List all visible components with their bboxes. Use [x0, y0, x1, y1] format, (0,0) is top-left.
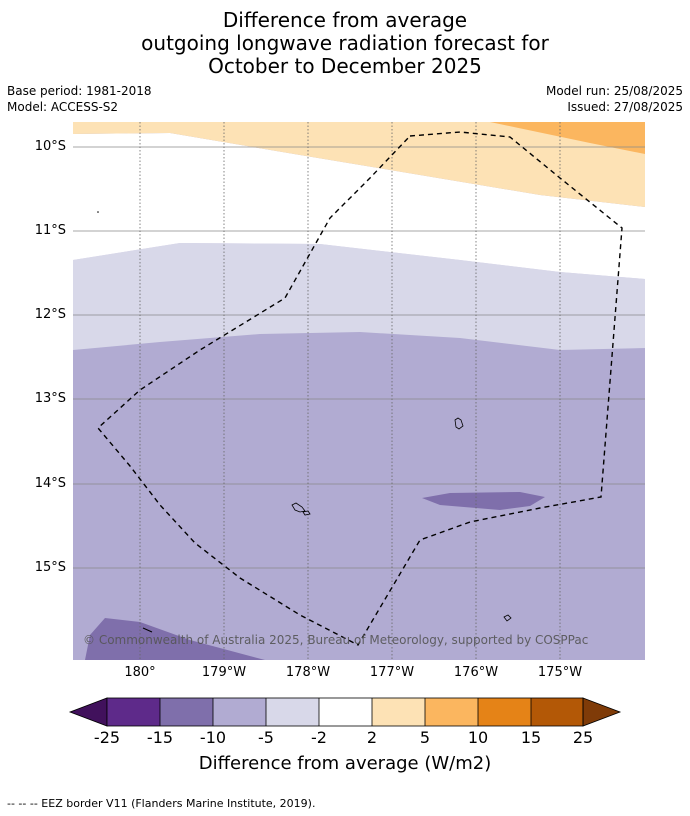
- coast-fragment: [142, 627, 153, 633]
- lon-label-179w: 179°W: [201, 665, 247, 680]
- lat-label-15s: 15°S: [34, 560, 66, 575]
- lat-label-12s: 12°S: [34, 307, 66, 322]
- lon-label-180: 180°: [124, 665, 156, 680]
- colorbar-label: 25: [572, 728, 594, 747]
- colorbar-extend-max: [582, 697, 622, 727]
- colorbar-label: 10: [467, 728, 489, 747]
- eez-border: [97, 131, 623, 646]
- colorbar-segment: [213, 698, 266, 726]
- lightest-purple-region: [73, 243, 645, 350]
- lat-label-10s: 10°S: [34, 139, 66, 154]
- colorbar-segment: [425, 698, 478, 726]
- model-run-text: Model run: 25/08/2025: [545, 84, 683, 98]
- mid-purple-patch: [422, 492, 545, 510]
- colorbar-label: -5: [258, 728, 274, 747]
- colorbar-segment: [531, 698, 583, 726]
- neutral-region: [73, 133, 645, 279]
- orange-region: [490, 122, 645, 154]
- copyright-notice: © Commonwealth of Australia 2025, Bureau…: [83, 633, 589, 647]
- title-line-2: outgoing longwave radiation forecast for: [141, 31, 549, 55]
- island-dot: [97, 211, 99, 213]
- lat-label-14s: 14°S: [34, 476, 66, 491]
- lon-label-178w: 178°W: [285, 665, 331, 680]
- map-area: [73, 122, 645, 660]
- longitude-gridlines: [139, 122, 561, 660]
- island-outline: [291, 502, 306, 513]
- colorbar-segment: [319, 698, 372, 726]
- colorbar-label: -15: [146, 728, 174, 747]
- colorbar-label: 5: [419, 728, 431, 747]
- colorbar-segment: [266, 698, 319, 726]
- colorbar-segment: [372, 698, 425, 726]
- island-outline: [454, 417, 464, 430]
- colorbar: [68, 697, 622, 727]
- colorbar-segment: [107, 698, 160, 726]
- title-line-1: Difference from average: [222, 8, 468, 32]
- colorbar-segment: [160, 698, 213, 726]
- lon-label-176w: 176°W: [453, 665, 499, 680]
- colorbar-label: 15: [520, 728, 542, 747]
- eez-footnote: -- -- -- EEZ border V11 (Flanders Marine…: [7, 797, 316, 810]
- colorbar-title: Difference from average (W/m2): [198, 753, 492, 774]
- issued-text: Issued: 27/08/2025: [567, 100, 683, 114]
- lat-label-11s: 11°S: [34, 223, 66, 238]
- colorbar-label: -25: [93, 728, 121, 747]
- mid-purple-patch-southwest: [85, 618, 265, 660]
- model-text: Model: ACCESS-S2: [7, 100, 119, 114]
- colorbar-extend-min: [68, 697, 108, 727]
- colorbar-label: -10: [199, 728, 227, 747]
- colorbar-label: 2: [366, 728, 378, 747]
- island-outline: [302, 510, 311, 516]
- latitude-gridlines: [73, 146, 645, 569]
- light-orange-region: [73, 122, 645, 207]
- lon-label-177w: 177°W: [369, 665, 415, 680]
- base-period-text: Base period: 1981-2018: [7, 84, 152, 98]
- colorbar-segment: [478, 698, 531, 726]
- title-line-3: October to December 2025: [208, 54, 482, 78]
- lon-label-175w: 175°W: [537, 665, 583, 680]
- lat-label-13s: 13°S: [34, 391, 66, 406]
- island-outline: [503, 614, 512, 622]
- colorbar-label: -2: [311, 728, 327, 747]
